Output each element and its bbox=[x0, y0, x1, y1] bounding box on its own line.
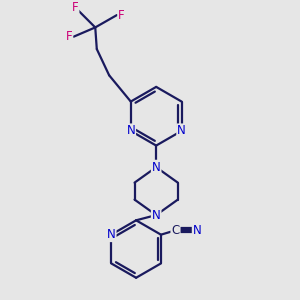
Text: N: N bbox=[152, 161, 161, 174]
Text: N: N bbox=[177, 124, 186, 137]
Text: F: F bbox=[118, 9, 125, 22]
Text: F: F bbox=[72, 1, 79, 14]
Text: F: F bbox=[66, 30, 72, 43]
Text: N: N bbox=[152, 208, 161, 222]
Text: C: C bbox=[171, 224, 180, 236]
Text: N: N bbox=[107, 228, 116, 241]
Text: N: N bbox=[193, 224, 202, 236]
Text: N: N bbox=[126, 124, 135, 137]
